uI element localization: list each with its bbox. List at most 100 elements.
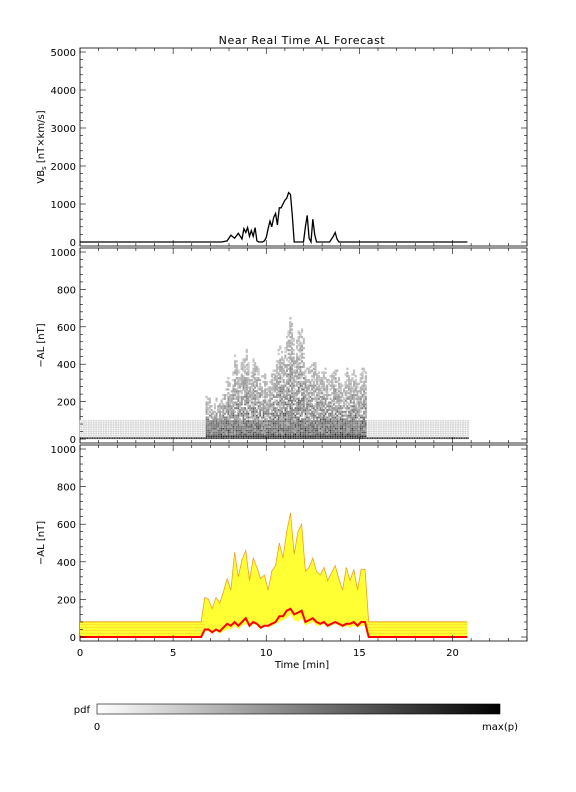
pdf-cell — [239, 436, 242, 440]
pdf-cell — [136, 431, 139, 434]
pdf-cell — [279, 425, 282, 428]
pdf-cell — [230, 405, 233, 408]
pdf-cell — [411, 420, 414, 423]
pdf-cell — [348, 375, 351, 378]
pdf-cell — [391, 420, 394, 423]
pdf-cell — [153, 431, 156, 434]
pdf-cell — [230, 410, 233, 413]
pdf-cell — [115, 436, 118, 440]
pdf-cell — [222, 397, 225, 400]
pdf-cell — [311, 435, 314, 438]
pdf-cell — [252, 408, 255, 412]
pdf-cell — [183, 435, 186, 438]
pdf-cell — [91, 436, 94, 440]
pdf-cell — [401, 425, 404, 428]
pdf-cell — [431, 433, 434, 436]
pdf-cell — [158, 423, 161, 427]
pdf-cell — [358, 390, 361, 393]
pdf-cell — [155, 433, 158, 436]
pdf-cell — [324, 393, 327, 397]
pdf-cell — [356, 421, 359, 425]
pdf-cell — [304, 384, 307, 387]
pdf-cell — [306, 390, 309, 393]
pdf-cell — [291, 433, 294, 436]
pdf-cell — [331, 418, 334, 421]
pdf-cell — [223, 425, 227, 428]
pdf-cell — [207, 408, 210, 412]
pdf-cell — [312, 386, 315, 389]
pdf-cell — [255, 410, 258, 413]
pdf-cell — [302, 356, 305, 359]
pdf-cell — [109, 425, 113, 428]
pdf-cell — [81, 427, 84, 430]
pdf-cell — [287, 377, 290, 380]
pdf-cell — [277, 403, 280, 406]
pdf-cell — [292, 408, 295, 412]
pdf-cell — [359, 429, 362, 432]
pdf-cell — [197, 431, 200, 434]
pdf-cell — [291, 418, 294, 421]
pdf-cell — [431, 421, 434, 425]
pdf-cell — [384, 435, 387, 438]
pdf-cell — [348, 427, 351, 430]
pdf-cell — [125, 423, 128, 427]
pdf-cell — [311, 429, 314, 432]
pdf-cell — [210, 408, 213, 412]
pdf-cell — [170, 423, 173, 427]
pdf-cell — [84, 431, 87, 434]
pdf-cell — [374, 435, 377, 438]
pdf-cell — [287, 435, 290, 438]
pdf-cell — [344, 423, 347, 427]
pdf-cell — [170, 429, 173, 432]
pdf-cell — [455, 429, 458, 432]
pdf-cell — [237, 410, 240, 413]
pdf-cell — [269, 412, 272, 415]
pdf-cell — [237, 393, 240, 397]
pdf-cell — [401, 423, 404, 427]
pdf-cell — [143, 427, 146, 430]
pdf-cell — [254, 410, 257, 413]
pdf-cell — [272, 423, 275, 427]
pdf-cell — [317, 412, 320, 415]
pdf-cell — [135, 427, 138, 430]
pdf-cell — [296, 362, 299, 365]
pdf-cell — [326, 405, 329, 408]
pdf-cell — [436, 420, 439, 423]
pdf-cell — [410, 433, 413, 436]
pdf-cell — [140, 420, 143, 423]
pdf-cell — [252, 382, 255, 385]
pdf-cell — [460, 425, 463, 428]
pdf-cell — [218, 423, 221, 427]
pdf-cell — [363, 388, 366, 391]
pdf-cell — [448, 433, 451, 436]
pdf-cell — [332, 435, 335, 438]
pdf-cell — [227, 435, 230, 438]
pdf-cell — [212, 418, 215, 421]
pdf-cell — [103, 436, 106, 440]
pdf-cell — [123, 427, 126, 430]
pdf-cell — [234, 421, 237, 425]
pdf-cell — [294, 403, 297, 406]
pdf-cell — [296, 407, 299, 410]
pdf-cell — [319, 382, 322, 385]
pdf-cell — [388, 423, 391, 427]
pdf-cell — [220, 435, 223, 438]
pdf-cell — [242, 407, 245, 410]
pdf-cell — [150, 425, 153, 428]
pdf-cell — [306, 367, 309, 370]
pdf-cell — [242, 380, 245, 384]
pdf-cell — [286, 395, 289, 399]
pdf-cell — [113, 420, 116, 423]
pdf-cell — [264, 427, 267, 430]
pdf-cell — [386, 423, 389, 427]
pdf-cell — [272, 433, 275, 436]
pdf-cell — [254, 373, 257, 376]
pdf-cell — [205, 421, 208, 425]
pdf-cell — [327, 414, 330, 417]
pdf-cell — [178, 431, 181, 434]
pdf-cell — [284, 435, 287, 438]
pdf-cell — [363, 420, 366, 423]
pdf-cell — [274, 433, 277, 436]
pdf-cell — [421, 433, 424, 436]
pdf-cell — [393, 435, 396, 438]
